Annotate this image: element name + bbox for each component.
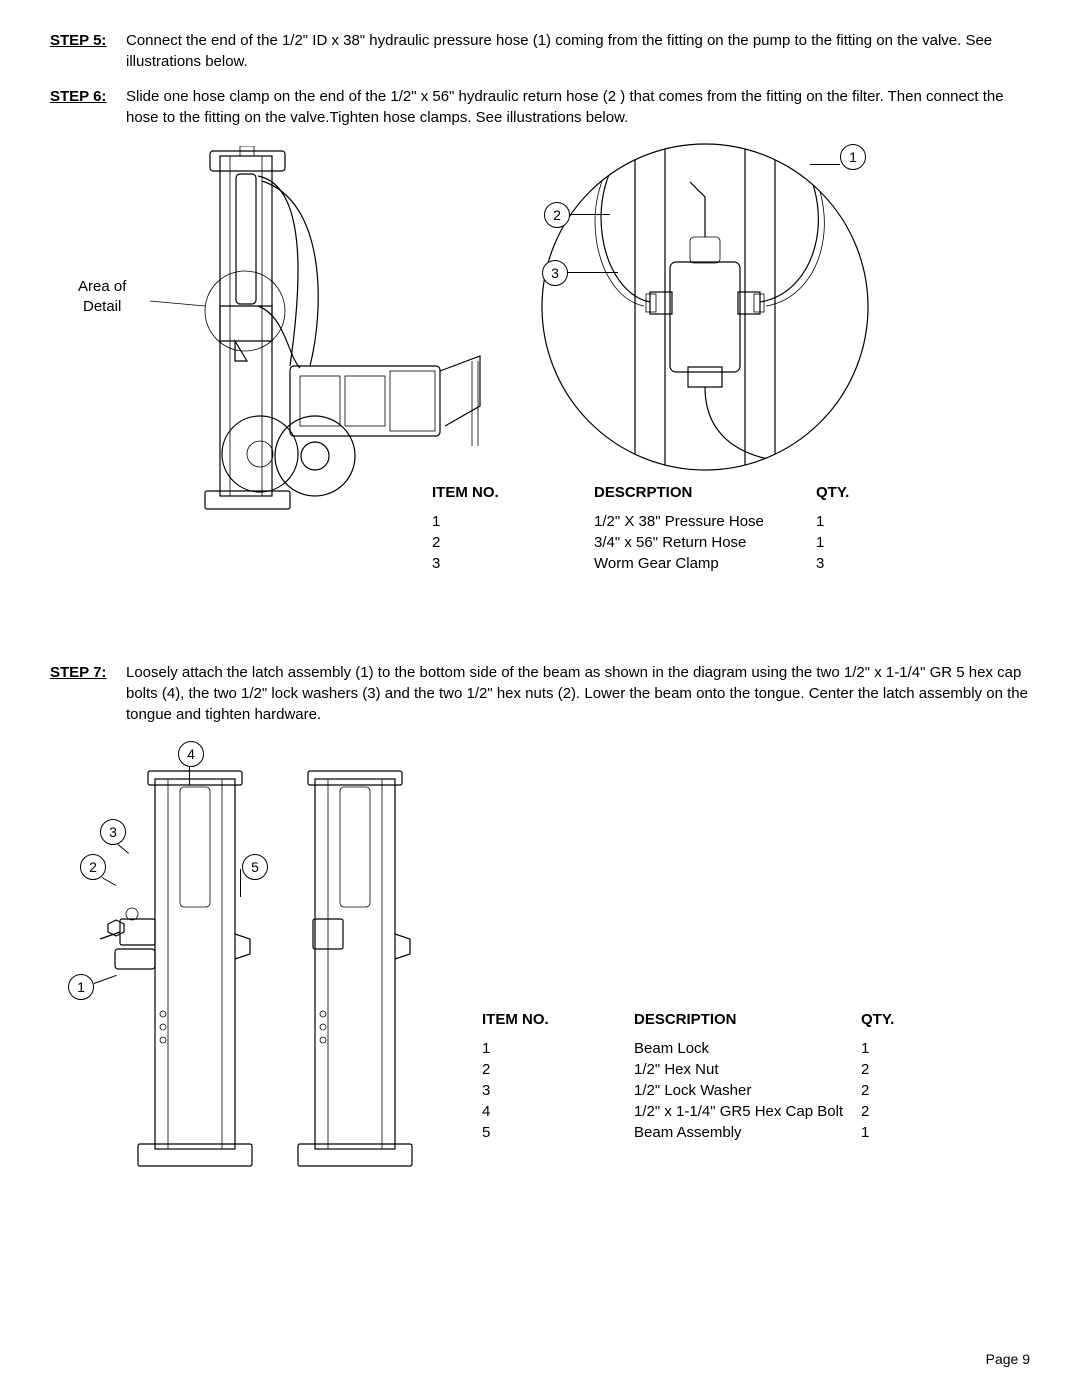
callout-5b: 5	[242, 854, 268, 880]
callout-4: 4	[178, 741, 204, 767]
section1-graphics: Area of Detail	[50, 142, 1030, 612]
table-row: 2 3/4" x 56" Return Hose 1	[432, 534, 876, 553]
step-5-label: STEP 5:	[50, 30, 126, 72]
table-row: 5 Beam Assembly 1	[482, 1124, 921, 1143]
table-row: 1 Beam Lock 1	[482, 1040, 921, 1059]
step-7: STEP 7: Loosely attach the latch assembl…	[50, 662, 1030, 725]
t2-h-item: ITEM NO.	[482, 1011, 632, 1038]
callout-5b-num: 5	[251, 859, 259, 875]
machine-illustration	[150, 146, 520, 516]
detail-illustration	[540, 142, 870, 472]
step-6: STEP 6: Slide one hose clamp on the end …	[50, 86, 1030, 128]
callout-3-num: 3	[551, 265, 559, 281]
callout-1-num: 1	[849, 149, 857, 165]
parts-table-2: ITEM NO. DESCRIPTION QTY. 1 Beam Lock 1 …	[480, 1009, 923, 1145]
t2-h-qty: QTY.	[861, 1011, 921, 1038]
section2-graphics: 4 3 2 1 5 ITEM NO. DESCRIPTION QTY. 1 Be…	[50, 739, 1030, 1189]
callout-2-num: 2	[553, 207, 561, 223]
callout-3b: 3	[100, 819, 126, 845]
step-7-label: STEP 7:	[50, 662, 126, 725]
table-row: 2 1/2" Hex Nut 2	[482, 1061, 921, 1080]
callout-4-num: 4	[187, 746, 195, 762]
table-row: 1 1/2" X 38" Pressure Hose 1	[432, 513, 876, 532]
table-row: 3 1/2" Lock Washer 2	[482, 1082, 921, 1101]
t1-h-qty: QTY.	[816, 484, 876, 511]
area-line2: Detail	[83, 298, 121, 315]
callout-1: 1	[840, 144, 866, 170]
step-7-text: Loosely attach the latch assembly (1) to…	[126, 662, 1030, 725]
step-6-label: STEP 6:	[50, 86, 126, 128]
table-row: 3 Worm Gear Clamp 3	[432, 555, 876, 574]
callout-2b-num: 2	[89, 859, 97, 875]
t1-h-desc: DESCRPTION	[594, 484, 814, 511]
callout-1b: 1	[68, 974, 94, 1000]
callout-1b-num: 1	[77, 979, 85, 995]
t1-h-item: ITEM NO.	[432, 484, 592, 511]
callout-3b-num: 3	[109, 824, 117, 840]
callout-3: 3	[542, 260, 568, 286]
callout-2: 2	[544, 202, 570, 228]
table-row: 4 1/2" x 1-1/4" GR5 Hex Cap Bolt 2	[482, 1103, 921, 1122]
t2-h-desc: DESCRIPTION	[634, 1011, 859, 1038]
page-footer: Page 9	[986, 1351, 1030, 1367]
parts-table-1: ITEM NO. DESCRPTION QTY. 1 1/2" X 38" Pr…	[430, 482, 878, 576]
area-line1: Area of	[78, 278, 126, 295]
step-5-text: Connect the end of the 1/2" ID x 38" hyd…	[126, 30, 1030, 72]
step-5: STEP 5: Connect the end of the 1/2" ID x…	[50, 30, 1030, 72]
step-6-text: Slide one hose clamp on the end of the 1…	[126, 86, 1030, 128]
area-of-detail-label: Area of Detail	[78, 277, 126, 316]
beam-illustration	[60, 739, 450, 1179]
